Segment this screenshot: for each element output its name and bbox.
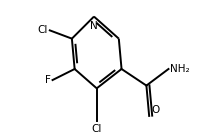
Text: NH₂: NH₂ xyxy=(170,64,189,74)
Text: Cl: Cl xyxy=(37,25,48,35)
Text: O: O xyxy=(151,105,159,115)
Text: Cl: Cl xyxy=(92,124,102,134)
Text: N: N xyxy=(90,21,98,31)
Text: F: F xyxy=(45,75,50,85)
